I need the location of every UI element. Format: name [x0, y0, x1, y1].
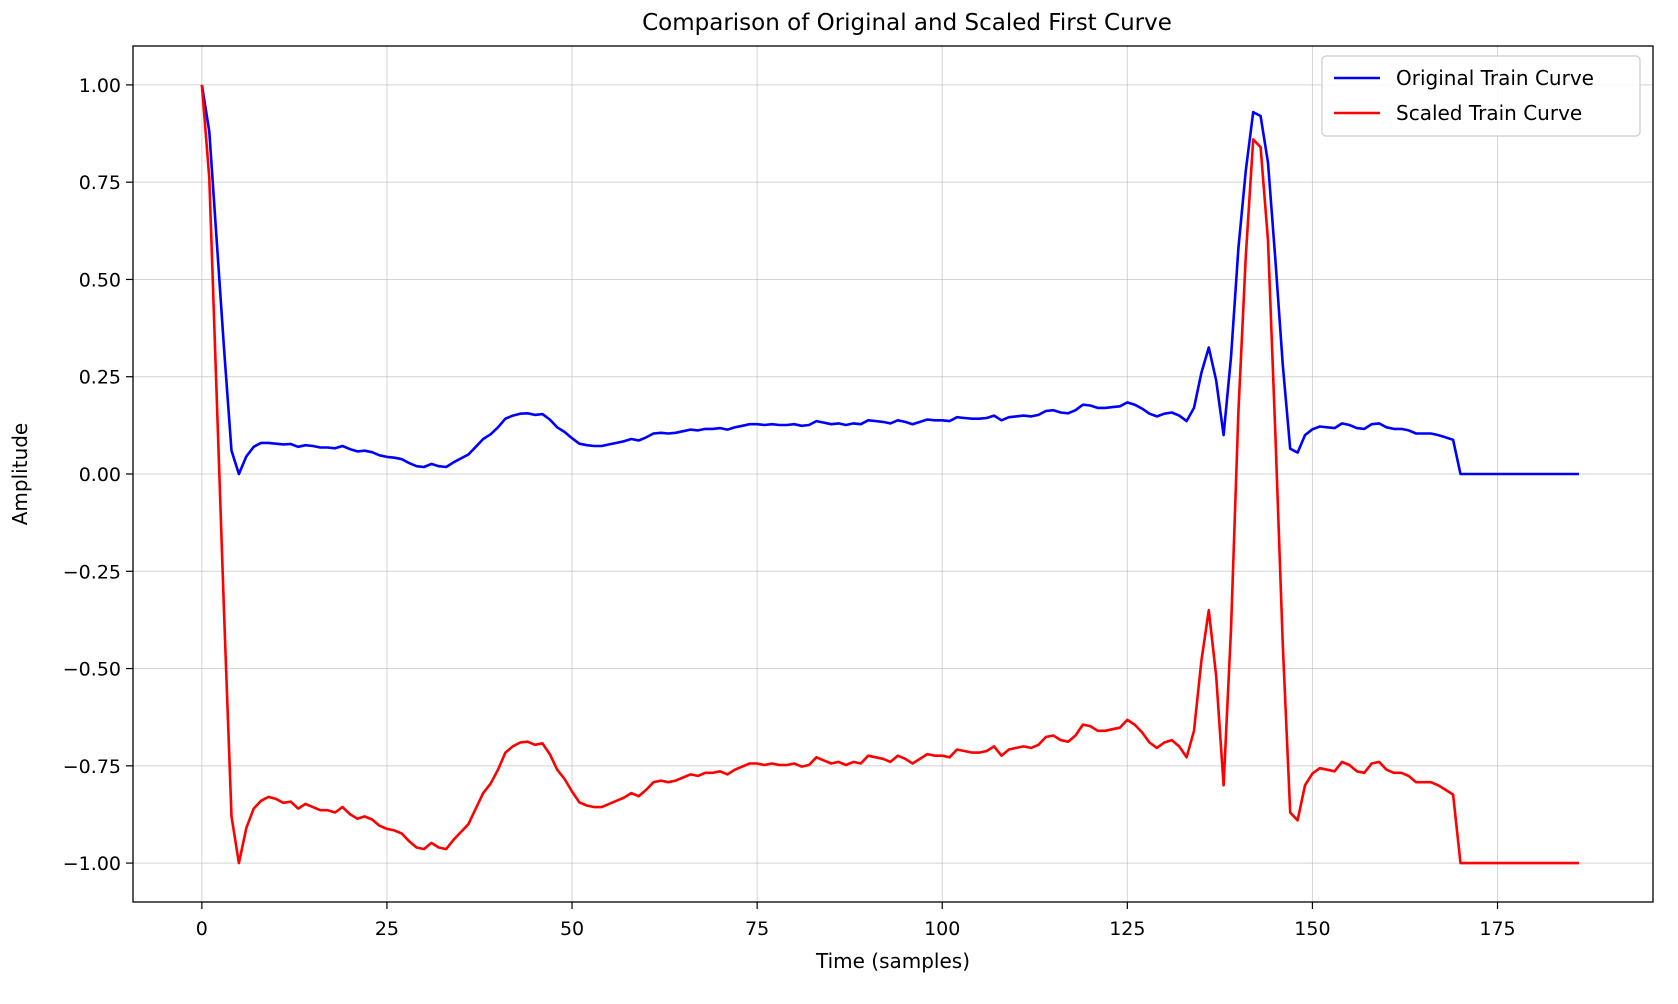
grid-lines: [133, 46, 1653, 902]
plot-lines: [200, 84, 1579, 865]
series-line-scaled: [200, 84, 1579, 865]
y-tick-label: −0.25: [63, 561, 121, 583]
y-axis-label: Amplitude: [8, 423, 32, 526]
x-axis-label: Time (samples): [815, 949, 970, 973]
x-tick-label: 125: [1109, 918, 1145, 940]
x-tick-label: 100: [924, 918, 960, 940]
y-tick-label: 0.50: [79, 269, 121, 291]
series-line-original: [200, 84, 1579, 476]
y-axis: 1.00 0.75 0.50 0.25 0.00 −0.25 −0.50 −0.75 −1.00: [63, 75, 133, 875]
x-tick-label: 0: [196, 918, 208, 940]
x-tick-label: 150: [1294, 918, 1330, 940]
legend-box: [1321, 55, 1641, 137]
x-axis: 0 25 50 75 100 125 150 175: [196, 902, 1516, 940]
y-tick-label: −0.75: [63, 756, 121, 778]
legend: Original Train Curve Scaled Train Curve: [1321, 55, 1641, 137]
x-tick-label: 175: [1479, 918, 1515, 940]
y-tick-label: −1.00: [63, 853, 121, 875]
x-tick-label: 25: [375, 918, 399, 940]
chart-title: Comparison of Original and Scaled First …: [642, 10, 1172, 36]
y-tick-label: 0.75: [79, 172, 121, 194]
x-tick-label: 75: [745, 918, 769, 940]
y-tick-label: 1.00: [79, 75, 121, 97]
y-tick-label: 0.00: [79, 464, 121, 486]
y-tick-label: 0.25: [79, 367, 121, 389]
legend-label-original: Original Train Curve: [1396, 66, 1594, 90]
x-tick-label: 50: [560, 918, 584, 940]
legend-label-scaled: Scaled Train Curve: [1396, 101, 1582, 125]
y-tick-label: −0.50: [63, 659, 121, 681]
